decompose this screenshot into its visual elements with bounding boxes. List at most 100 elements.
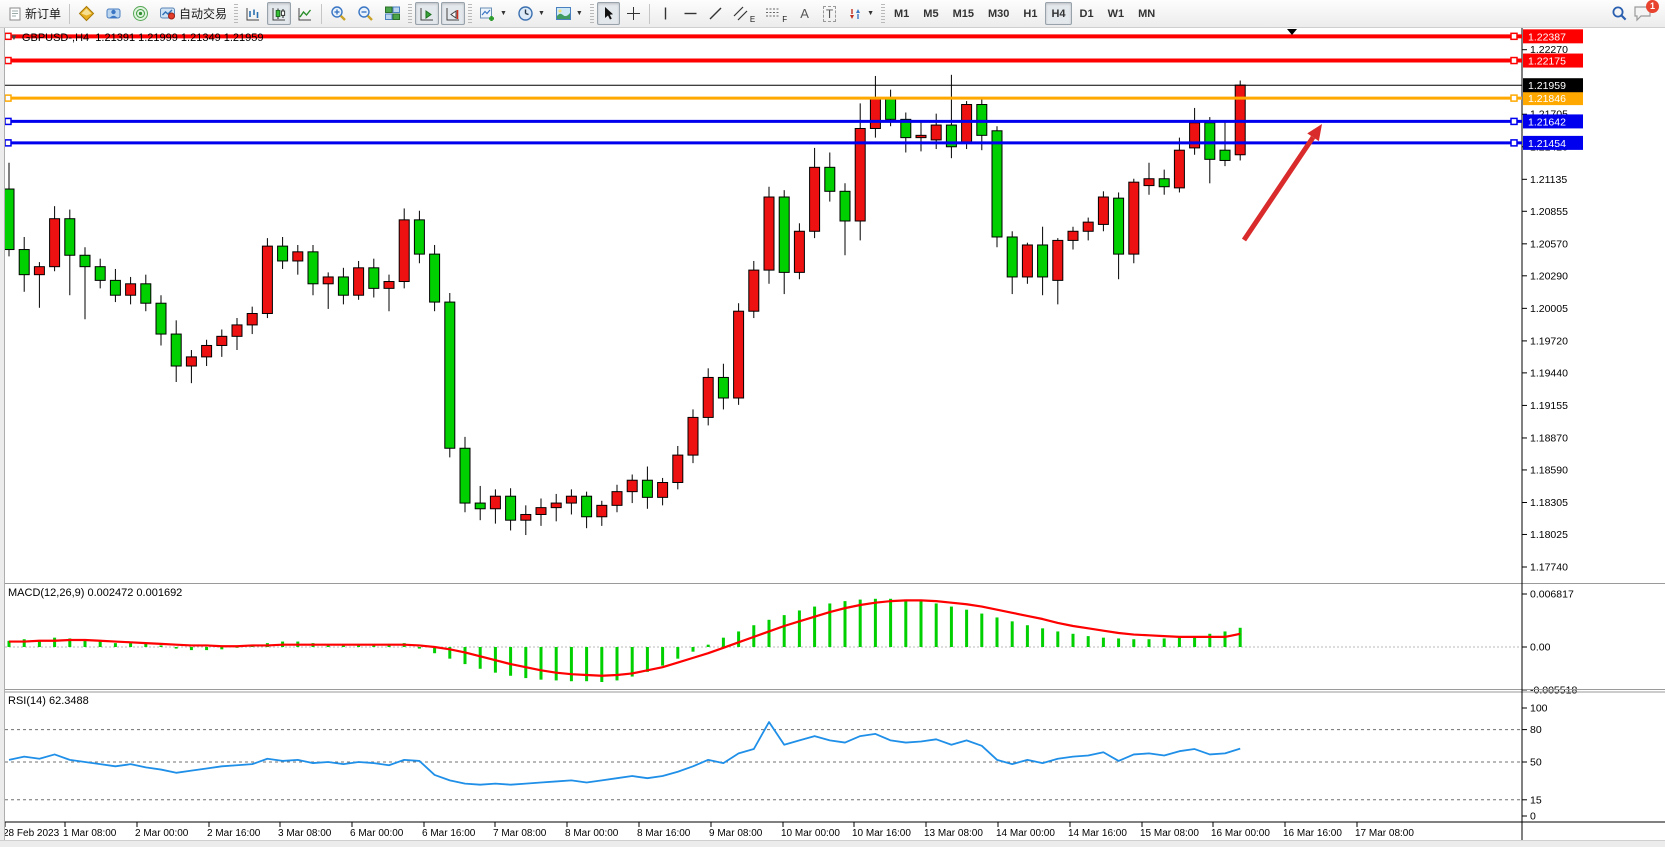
candle-bull [733, 310, 745, 399]
line-handle-right[interactable] [1510, 139, 1518, 147]
new-order-label: 新订单 [25, 7, 62, 21]
price-badge[interactable] [1523, 29, 1583, 44]
search-button[interactable] [1607, 2, 1632, 25]
trendline-button[interactable] [704, 2, 727, 25]
bar-chart-button[interactable] [241, 2, 265, 25]
timeframe-button-D1[interactable]: D1 [1079, 7, 1094, 20]
price-badge[interactable] [1523, 135, 1583, 150]
add-indicator-icon [480, 7, 495, 21]
zoom-in-button[interactable] [326, 2, 351, 25]
cursor-button[interactable] [596, 2, 620, 25]
line-handle-right[interactable] [1510, 117, 1518, 126]
candle-bull [626, 479, 638, 493]
dropdown-caret: ▼ [867, 10, 875, 17]
candle-bear [413, 219, 425, 255]
timeframe-button-W1[interactable]: W1 [1107, 7, 1125, 20]
clock-icon [518, 6, 533, 21]
candlestick-chart-button[interactable] [267, 2, 292, 25]
current-price-badge[interactable] [1523, 78, 1583, 93]
timeframe-button-MN[interactable]: MN [1138, 7, 1156, 20]
chart-shift-marker[interactable] [1287, 29, 1297, 35]
macd-values: 0.002472 0.001692 [87, 587, 183, 599]
rsi-indicator-label: RSI(14) 62.3488 [8, 695, 89, 707]
time-label: 2 Mar 16:00 [207, 828, 261, 839]
timeframe-button-H1[interactable]: H1 [1023, 7, 1038, 20]
market-button[interactable] [74, 2, 99, 25]
line-handle-right[interactable] [1510, 32, 1518, 41]
timeframe-button-M1[interactable]: M1 [894, 7, 910, 20]
chat-button[interactable]: 1 [1633, 0, 1659, 22]
trend-arrow-head[interactable] [1307, 124, 1322, 142]
line-handle-right[interactable] [1510, 94, 1518, 102]
tile-windows-button[interactable] [380, 2, 405, 25]
price-tick-label: 1.17740 [1530, 562, 1568, 574]
candle-bear [444, 301, 456, 449]
price-badge[interactable] [1523, 91, 1583, 106]
line-handle-left[interactable] [4, 94, 12, 102]
time-label: 10 Mar 16:00 [852, 828, 911, 839]
price-badge[interactable] [1523, 53, 1583, 68]
cursor-arrow-icon [604, 7, 613, 20]
candle-bear [505, 495, 517, 521]
candle-bear [717, 376, 729, 399]
templates-button[interactable]: ▼ [551, 2, 587, 25]
line-handle-right[interactable] [1510, 56, 1518, 65]
equidistant-channel-button[interactable]: E [729, 2, 759, 25]
price-tick-label: 1.20005 [1530, 303, 1568, 315]
chart-shift-button[interactable] [441, 2, 466, 25]
timeframe-button-M15[interactable]: M15 [952, 7, 974, 20]
candle-bull [398, 219, 410, 283]
toolbar-right-group: 1 [1606, 0, 1662, 25]
text-label-button[interactable]: T [818, 2, 841, 25]
auto-scroll-button[interactable] [415, 2, 440, 25]
candle-bull [702, 376, 714, 418]
line-handle-left[interactable] [4, 139, 12, 147]
price-tick-label: 1.20570 [1530, 238, 1568, 250]
fibonacci-letter: F [782, 15, 788, 24]
price-tick-label: 1.20290 [1530, 270, 1568, 282]
line-handle-left[interactable] [4, 32, 12, 41]
zoom-out-button[interactable] [353, 2, 378, 25]
candle-bear [641, 479, 653, 498]
time-label: 14 Mar 00:00 [996, 828, 1055, 839]
time-label: 3 Mar 08:00 [278, 828, 332, 839]
periods-button[interactable]: ▼ [513, 2, 549, 25]
chart-background [0, 28, 1665, 840]
toolbar-grip [468, 3, 473, 24]
auto-trading-button[interactable]: 自动交易 [155, 2, 231, 25]
time-label: 14 Mar 16:00 [1068, 828, 1127, 839]
candle-bull [201, 344, 213, 358]
candle-bull [231, 324, 243, 337]
separator [648, 3, 650, 24]
horizontal-line-button[interactable] [679, 2, 702, 25]
candle-bear [991, 130, 1003, 238]
indicators-button[interactable]: ▼ [475, 2, 511, 25]
text-button[interactable]: A [793, 2, 816, 25]
trend-arrow-shaft[interactable] [1241, 135, 1316, 242]
timeframe-button-M30[interactable]: M30 [987, 7, 1010, 20]
candle-bull [1097, 196, 1109, 225]
candle-bull [550, 502, 562, 509]
line-chart-button[interactable] [293, 2, 317, 25]
signals-button[interactable] [101, 2, 126, 25]
symbol-ohlc-label: ▼ GBPUSD-,H4 1.21391 1.21999 1.21349 1.21… [10, 32, 264, 44]
macd-indicator-label: MACD(12,26,9) 0.002472 0.001692 [8, 587, 182, 599]
price-badge[interactable] [1523, 114, 1583, 129]
arrows-button[interactable]: ▼ [843, 2, 878, 25]
time-label: 16 Mar 00:00 [1211, 828, 1270, 839]
candle-bull [915, 134, 927, 139]
auto-scroll-icon [420, 7, 434, 20]
line-handle-left[interactable] [4, 117, 12, 126]
crosshair-button[interactable] [622, 2, 645, 25]
timeframe-button-H4[interactable]: H4 [1045, 2, 1072, 25]
timeframe-button-M5[interactable]: M5 [923, 7, 939, 20]
new-order-button[interactable]: 新订单 [4, 2, 65, 25]
broadcast-button[interactable] [128, 2, 153, 25]
rsi-tick-label: 50 [1530, 757, 1542, 769]
fibonacci-button[interactable]: F [761, 2, 791, 25]
line-handle-left[interactable] [4, 56, 12, 65]
candle-bull [748, 269, 760, 312]
vertical-line-button[interactable] [654, 2, 677, 25]
window-bottom-border[interactable] [0, 840, 1665, 847]
